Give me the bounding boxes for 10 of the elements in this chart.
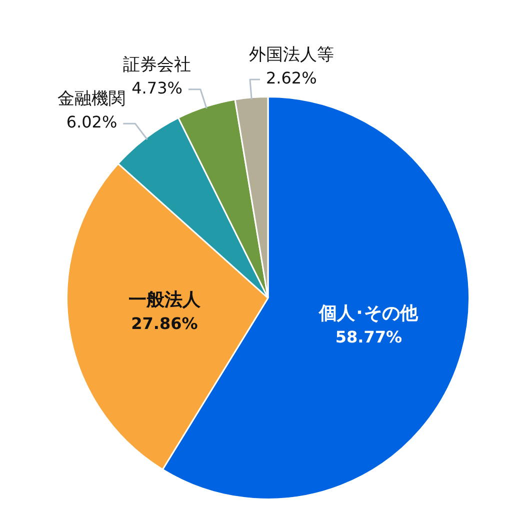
data-label: 58.77% [335, 328, 402, 347]
slice-label: 証券会社 [123, 54, 192, 75]
data-label: 4.73% [132, 78, 182, 98]
data-label: 6.02% [66, 112, 118, 132]
slice-label: 外国法人等 [248, 44, 334, 65]
slice-label: 個人･その他 [318, 303, 420, 324]
slice-label: 一般法人 [128, 290, 202, 311]
data-label: 27.86% [131, 314, 198, 334]
slice-label: 金融機関 [58, 89, 126, 110]
data-label: 2.62% [266, 68, 317, 88]
